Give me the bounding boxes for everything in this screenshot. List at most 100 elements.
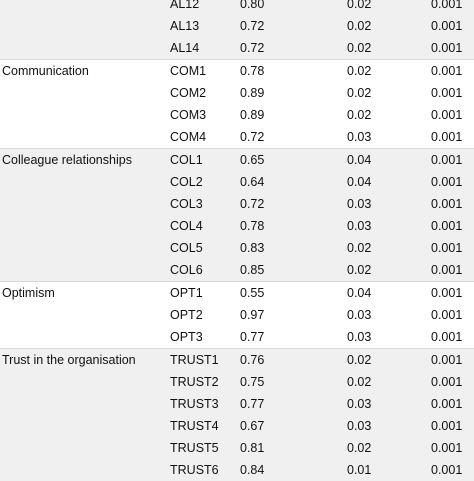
loading-value: 0.84 [240, 463, 265, 477]
item-code: TRUST6 [170, 463, 219, 477]
loading-value: 0.83 [240, 241, 265, 255]
table-row: AL12 0.80 0.02 0.001 [0, 0, 474, 15]
se-value: 0.04 [347, 175, 372, 189]
se-value: 0.02 [347, 41, 372, 55]
loading-value: 0.89 [240, 86, 265, 100]
se-value: 0.02 [347, 441, 372, 455]
se-value: 0.03 [347, 130, 372, 144]
table-row: TRUST2 0.75 0.02 0.001 [0, 371, 474, 393]
item-code: TRUST1 [170, 353, 219, 367]
loading-value: 0.64 [240, 175, 265, 189]
p-value: 0.001 [431, 108, 463, 122]
p-value: 0.001 [431, 463, 463, 477]
p-value: 0.001 [431, 419, 463, 433]
loading-value: 0.75 [240, 375, 265, 389]
table-row: COM3 0.89 0.02 0.001 [0, 104, 474, 126]
p-value: 0.001 [431, 330, 463, 344]
table-row: OPT3 0.77 0.03 0.001 [0, 326, 474, 348]
table-row: COL2 0.64 0.04 0.001 [0, 171, 474, 193]
table-row: Optimism OPT1 0.55 0.04 0.001 [0, 282, 474, 304]
table-row: AL13 0.72 0.02 0.001 [0, 15, 474, 37]
item-code: OPT2 [170, 308, 203, 322]
table-row: COL3 0.72 0.03 0.001 [0, 193, 474, 215]
se-value: 0.02 [347, 19, 372, 33]
item-code: COM4 [170, 130, 207, 144]
loading-value: 0.67 [240, 419, 265, 433]
se-value: 0.02 [347, 108, 372, 122]
se-value: 0.04 [347, 153, 372, 167]
p-value: 0.001 [431, 175, 463, 189]
group-trust-in-the-organisation: Trust in the organisation TRUST1 0.76 0.… [0, 348, 474, 481]
group-al: AL12 0.80 0.02 0.001 AL13 0.72 0.02 0.00… [0, 0, 474, 59]
se-value: 0.02 [347, 375, 372, 389]
item-code: COL5 [170, 241, 203, 255]
group-optimism: Optimism OPT1 0.55 0.04 0.001 OPT2 0.97 … [0, 281, 474, 348]
table-row: COL5 0.83 0.02 0.001 [0, 237, 474, 259]
item-code: OPT3 [170, 330, 203, 344]
loading-value: 0.97 [240, 308, 265, 322]
p-value: 0.001 [431, 308, 463, 322]
p-value: 0.001 [431, 0, 463, 11]
se-value: 0.03 [347, 330, 372, 344]
loading-value: 0.81 [240, 441, 265, 455]
table-row: TRUST4 0.67 0.03 0.001 [0, 415, 474, 437]
item-code: COL1 [170, 153, 203, 167]
group-colleague-relationships: Colleague relationships COL1 0.65 0.04 0… [0, 148, 474, 281]
group-communication: Communication COM1 0.78 0.02 0.001 COM2 … [0, 59, 474, 148]
loading-value: 0.72 [240, 197, 265, 211]
item-code: AL13 [170, 19, 200, 33]
loading-value: 0.85 [240, 263, 265, 277]
se-value: 0.03 [347, 308, 372, 322]
se-value: 0.02 [347, 64, 372, 78]
se-value: 0.04 [347, 286, 372, 300]
table-row: COM4 0.72 0.03 0.001 [0, 126, 474, 148]
item-code: OPT1 [170, 286, 203, 300]
item-code: COL4 [170, 219, 203, 233]
loading-value: 0.72 [240, 19, 265, 33]
item-code: COL6 [170, 263, 203, 277]
item-code: COM2 [170, 86, 207, 100]
loading-value: 0.78 [240, 219, 265, 233]
table-row: TRUST5 0.81 0.02 0.001 [0, 437, 474, 459]
item-code: COL2 [170, 175, 203, 189]
se-value: 0.02 [347, 0, 372, 11]
p-value: 0.001 [431, 130, 463, 144]
p-value: 0.001 [431, 397, 463, 411]
table-row: TRUST6 0.84 0.01 0.001 [0, 459, 474, 481]
item-code: COM1 [170, 64, 207, 78]
item-code: TRUST3 [170, 397, 219, 411]
construct-label: Communication [2, 64, 89, 78]
p-value: 0.001 [431, 197, 463, 211]
p-value: 0.001 [431, 41, 463, 55]
se-value: 0.03 [347, 219, 372, 233]
construct-label: Colleague relationships [2, 153, 132, 167]
loading-value: 0.77 [240, 330, 265, 344]
p-value: 0.001 [431, 64, 463, 78]
p-value: 0.001 [431, 375, 463, 389]
loading-value: 0.77 [240, 397, 265, 411]
table-row: COL6 0.85 0.02 0.001 [0, 259, 474, 281]
loading-value: 0.76 [240, 353, 265, 367]
loading-value: 0.72 [240, 41, 265, 55]
p-value: 0.001 [431, 441, 463, 455]
table-row: AL14 0.72 0.02 0.001 [0, 37, 474, 59]
p-value: 0.001 [431, 263, 463, 277]
construct-label: Optimism [2, 286, 55, 300]
table-row: Colleague relationships COL1 0.65 0.04 0… [0, 149, 474, 171]
item-code: AL12 [170, 0, 200, 11]
p-value: 0.001 [431, 86, 463, 100]
loading-value: 0.72 [240, 130, 265, 144]
item-code: COL3 [170, 197, 203, 211]
table-row: COL4 0.78 0.03 0.001 [0, 215, 474, 237]
item-code: TRUST5 [170, 441, 219, 455]
p-value: 0.001 [431, 19, 463, 33]
item-code: COM3 [170, 108, 207, 122]
table-row: Communication COM1 0.78 0.02 0.001 [0, 60, 474, 82]
loading-value: 0.78 [240, 64, 265, 78]
se-value: 0.03 [347, 419, 372, 433]
loading-value: 0.89 [240, 108, 265, 122]
se-value: 0.03 [347, 397, 372, 411]
loading-value: 0.80 [240, 0, 265, 11]
p-value: 0.001 [431, 353, 463, 367]
